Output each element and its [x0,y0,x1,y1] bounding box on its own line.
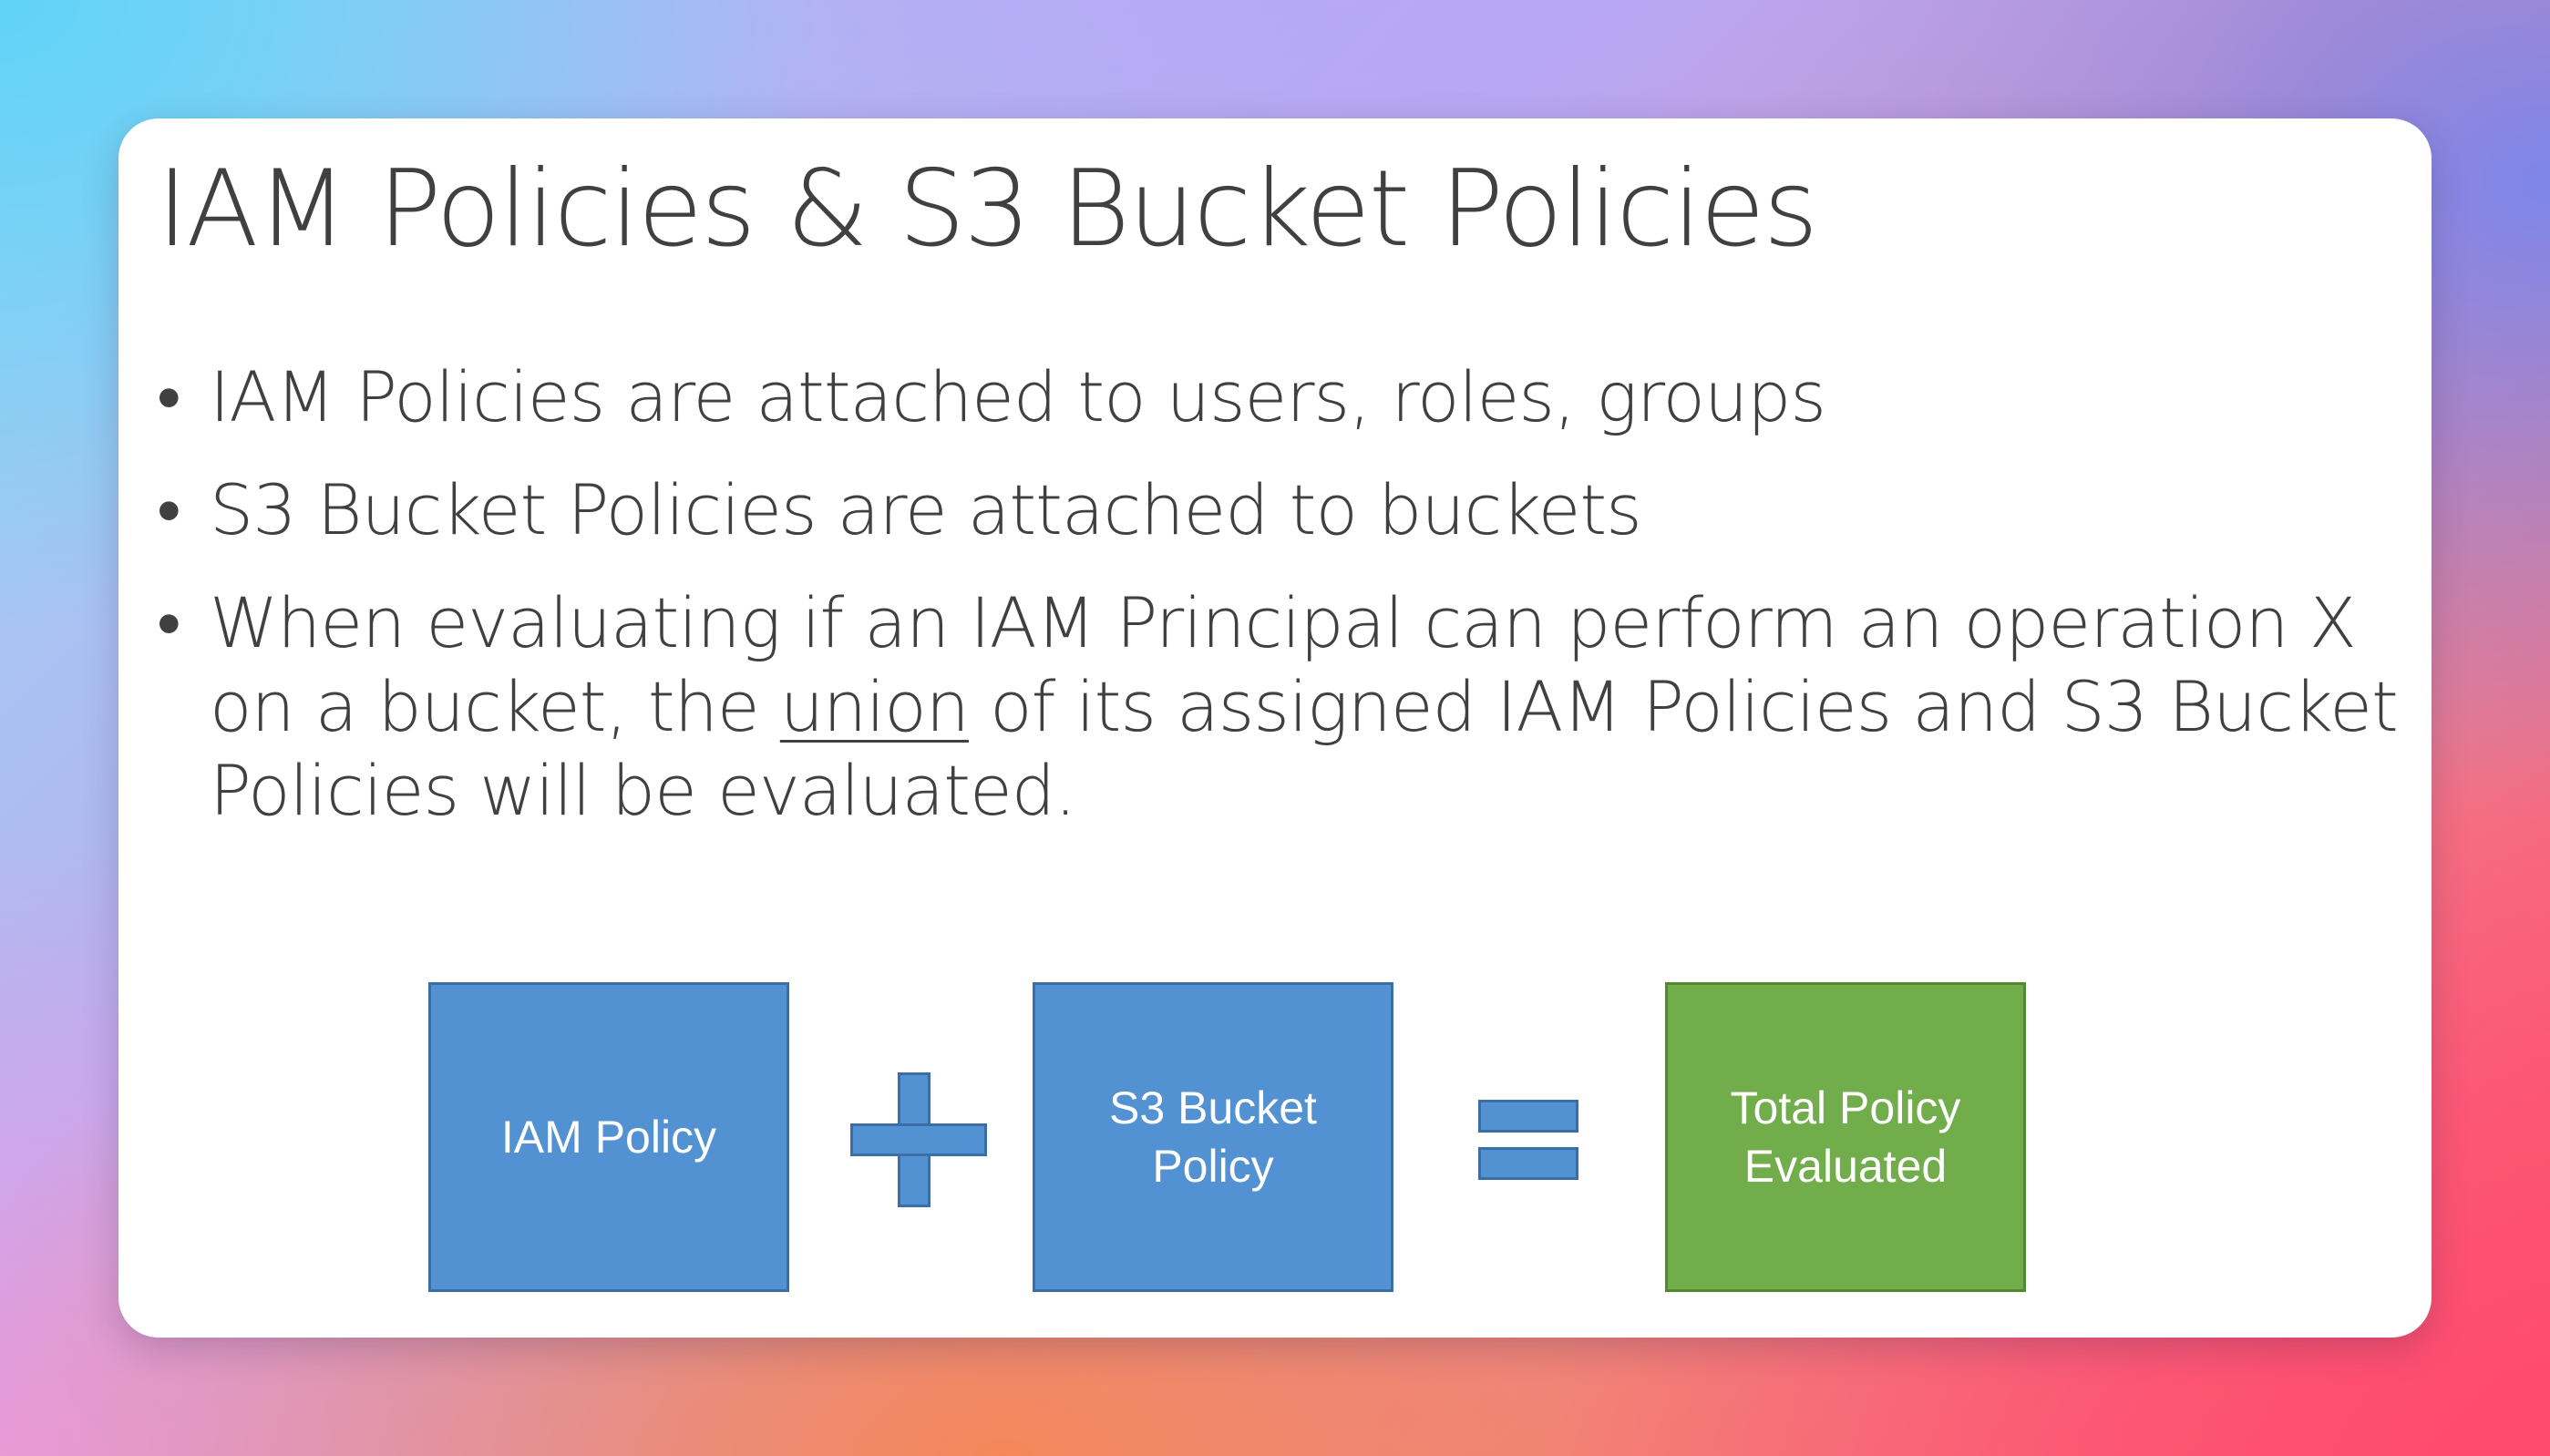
slide-title: IAM Policies & S3 Bucket Policies [157,148,1818,271]
plus-icon-center [900,1126,928,1154]
s3-bucket-policy-label: S3 Bucket Policy [1109,1082,1317,1192]
bullet-list: IAM Policies are attached to users, role… [157,355,2408,862]
plus-icon-vertical-bar [898,1072,931,1207]
slide-card: IAM Policies & S3 Bucket Policies IAM Po… [118,118,2432,1338]
bullet-item-s3-attach: S3 Bucket Policies are attached to bucke… [157,468,2408,552]
total-policy-box: Total Policy Evaluated [1665,982,2026,1292]
bullet-text-evaluation-end: of its assigned IAM Policies and S3 Buck… [210,666,2399,831]
iam-policy-label: IAM Policy [500,1112,717,1163]
union-keyword: union [779,666,970,747]
plus-icon-horizontal-bar [850,1123,987,1156]
equals-icon-bottom-bar [1478,1147,1578,1180]
bullet-text-s3-attach: S3 Bucket Policies are attached to bucke… [210,469,1642,550]
s3-bucket-policy-box: S3 Bucket Policy [1033,982,1393,1292]
bullet-text-evaluation-start: When evaluating if an IAM Principal can … [210,582,2357,747]
total-policy-label: Total Policy Evaluated [1730,1082,1961,1192]
bullet-item-iam-attach: IAM Policies are attached to users, role… [157,355,2408,439]
equals-icon-top-bar [1478,1100,1578,1133]
bullet-item-evaluation: When evaluating if an IAM Principal can … [157,581,2408,833]
bullet-text-iam-attach: IAM Policies are attached to users, role… [210,356,1826,437]
iam-policy-box: IAM Policy [428,982,789,1292]
